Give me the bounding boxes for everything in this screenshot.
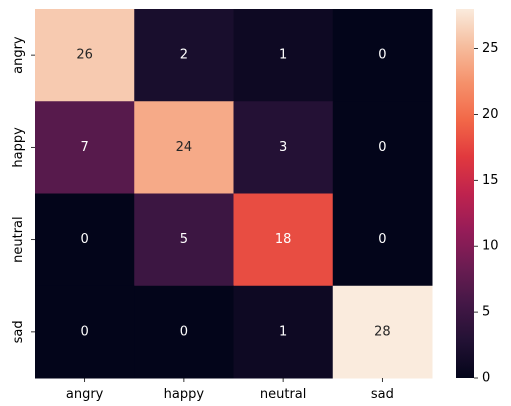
- y-tick-label-neutral: neutral: [11, 216, 26, 263]
- heatmap-cell-angry-neutral: [233, 9, 334, 102]
- colorbar-tick-label-5: 5: [482, 305, 490, 320]
- heatmap-cell-angry-angry: [35, 9, 135, 102]
- heatmap-cell-sad-neutral: [233, 285, 334, 379]
- cell-value-neutral-angry: 0: [80, 232, 88, 247]
- heatmap-cell-sad-angry: [35, 285, 135, 379]
- x-tick-label-sad: sad: [371, 387, 394, 402]
- heatmap-cell-happy-sad: [332, 101, 433, 194]
- cell-value-sad-happy: 0: [180, 324, 188, 339]
- colorbar-tick-label-10: 10: [482, 239, 499, 254]
- colorbar: 0 5 10 15 20 25: [456, 9, 499, 386]
- heatmap-cell-sad-sad: [332, 285, 433, 379]
- heatmap-cell-neutral-angry: [35, 193, 135, 287]
- colorbar-ticks: 0 5 10 15 20 25: [474, 41, 499, 386]
- heatmap-cell-neutral-happy: [134, 193, 234, 287]
- cell-value-sad-neutral: 1: [279, 324, 287, 339]
- cell-value-happy-sad: 0: [378, 140, 386, 155]
- x-axis-ticks: angry happy neutral sad: [66, 378, 394, 402]
- x-tick-label-happy: happy: [164, 387, 205, 402]
- colorbar-tick-label-20: 20: [482, 107, 499, 122]
- colorbar-gradient: [456, 9, 474, 378]
- colorbar-tick-label-0: 0: [482, 371, 490, 386]
- colorbar-tick-label-15: 15: [482, 173, 499, 188]
- cell-value-angry-happy: 2: [180, 48, 188, 63]
- cell-value-angry-angry: 26: [76, 48, 93, 63]
- heatmap-cell-angry-sad: [332, 9, 433, 102]
- cell-value-sad-sad: 28: [374, 324, 391, 339]
- x-tick-label-neutral: neutral: [260, 387, 307, 402]
- cell-value-neutral-happy: 5: [180, 232, 188, 247]
- x-tick-label-angry: angry: [66, 387, 104, 402]
- heatmap-cell-happy-happy: [134, 101, 234, 194]
- y-tick-label-sad: sad: [11, 320, 26, 343]
- cell-value-angry-neutral: 1: [279, 48, 287, 63]
- y-axis-ticks: angry happy neutral sad: [11, 36, 35, 343]
- cell-value-neutral-neutral: 18: [275, 232, 292, 247]
- heatmap-cell-sad-happy: [134, 285, 234, 379]
- heatmap-cell-happy-angry: [35, 101, 135, 194]
- cell-annotations: 26 2 1 0 7 24 3 0 0 5 18 0 0 0 1 28: [76, 48, 390, 340]
- cell-value-angry-sad: 0: [378, 48, 386, 63]
- heatmap-cell-neutral-sad: [332, 193, 433, 287]
- cell-value-happy-happy: 24: [176, 140, 193, 155]
- heatmap-cell-angry-happy: [134, 9, 234, 102]
- colorbar-tick-label-25: 25: [482, 41, 499, 56]
- cell-value-happy-neutral: 3: [279, 140, 287, 155]
- cell-value-neutral-sad: 0: [378, 232, 386, 247]
- heatmap-cells: [35, 9, 433, 379]
- y-tick-label-happy: happy: [11, 127, 26, 168]
- y-tick-label-angry: angry: [11, 36, 26, 74]
- cell-value-happy-angry: 7: [80, 140, 88, 155]
- heatmap-cell-happy-neutral: [233, 101, 334, 194]
- cell-value-sad-angry: 0: [80, 324, 88, 339]
- heatmap-cell-neutral-neutral: [233, 193, 334, 287]
